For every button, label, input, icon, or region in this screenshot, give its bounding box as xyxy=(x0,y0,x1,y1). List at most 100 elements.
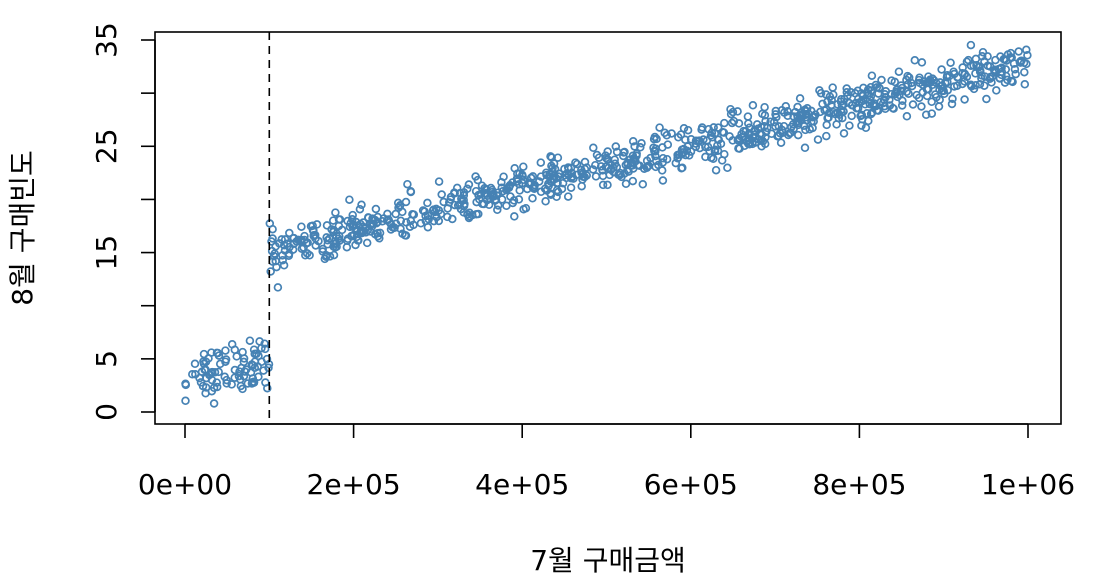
data-point xyxy=(982,94,991,104)
data-point xyxy=(917,58,927,67)
y-tick-label: 15 xyxy=(90,235,123,271)
data-point xyxy=(394,203,403,212)
data-point xyxy=(197,367,207,376)
data-point xyxy=(536,172,546,181)
data-point xyxy=(936,82,946,91)
data-point xyxy=(701,152,710,162)
data-point xyxy=(719,128,729,137)
y-tick-label: 35 xyxy=(90,22,123,58)
data-point xyxy=(280,235,290,244)
data-point xyxy=(250,349,259,359)
data-point xyxy=(250,357,260,366)
data-point xyxy=(450,200,460,210)
data-point xyxy=(779,121,789,131)
data-point xyxy=(263,383,272,393)
data-point xyxy=(717,156,727,165)
data-point xyxy=(934,102,944,111)
data-point xyxy=(813,135,823,144)
data-point xyxy=(560,164,569,174)
data-point xyxy=(201,357,211,366)
data-point xyxy=(815,86,824,95)
data-point xyxy=(345,195,354,204)
data-point xyxy=(542,186,551,195)
data-point xyxy=(621,179,631,189)
data-point xyxy=(966,40,976,50)
data-point xyxy=(1011,69,1020,79)
data-point xyxy=(889,104,898,113)
data-point xyxy=(972,61,981,70)
data-point xyxy=(528,183,538,193)
data-point xyxy=(776,138,786,147)
data-point xyxy=(857,110,867,120)
data-point xyxy=(887,76,896,85)
data-point xyxy=(1010,65,1020,74)
data-point xyxy=(803,104,812,113)
data-point xyxy=(227,380,236,389)
data-point xyxy=(353,236,363,245)
data-point xyxy=(536,158,546,167)
data-point xyxy=(255,337,264,346)
data-point xyxy=(420,207,429,216)
data-point xyxy=(674,133,683,142)
data-point xyxy=(534,177,544,186)
data-point xyxy=(322,221,332,230)
data-point xyxy=(658,143,667,152)
data-point xyxy=(329,250,339,260)
data-point xyxy=(230,373,239,382)
data-point xyxy=(239,357,249,367)
data-point xyxy=(221,355,231,364)
data-point xyxy=(437,190,446,199)
data-point xyxy=(1008,77,1017,87)
x-tick-label: 4e+05 xyxy=(475,468,569,501)
data-point xyxy=(337,225,347,235)
data-point xyxy=(592,150,602,160)
data-point xyxy=(222,375,231,385)
data-point xyxy=(836,105,846,115)
x-tick-label: 8e+05 xyxy=(812,468,906,501)
data-point xyxy=(898,96,907,106)
data-point xyxy=(931,90,940,99)
data-point xyxy=(857,115,867,124)
data-point xyxy=(351,240,360,250)
data-point xyxy=(271,242,280,251)
data-point xyxy=(691,139,701,148)
data-point xyxy=(946,58,955,67)
data-point xyxy=(992,86,1001,95)
data-point xyxy=(406,187,415,196)
data-point xyxy=(876,97,886,107)
data-point xyxy=(306,222,316,231)
data-point xyxy=(847,111,856,121)
data-point xyxy=(924,85,933,94)
data-point xyxy=(652,134,661,144)
data-point xyxy=(289,233,299,243)
data-point xyxy=(793,112,802,121)
data-point xyxy=(727,118,737,128)
data-point xyxy=(603,180,612,190)
data-point xyxy=(760,102,769,112)
data-point xyxy=(355,204,365,214)
data-point xyxy=(541,197,550,206)
data-point xyxy=(314,236,323,246)
data-point xyxy=(408,210,417,219)
y-tick-label: 5 xyxy=(90,350,123,368)
data-points xyxy=(181,40,1032,408)
data-point xyxy=(847,101,857,110)
data-point xyxy=(983,52,992,61)
data-point xyxy=(997,63,1006,72)
data-point xyxy=(990,67,1000,76)
data-point xyxy=(269,251,279,261)
data-point xyxy=(897,101,907,110)
x-tick-label: 1e+06 xyxy=(981,468,1075,501)
data-point xyxy=(619,151,628,161)
data-point xyxy=(363,213,373,222)
data-point xyxy=(443,204,452,213)
data-point xyxy=(642,163,652,173)
data-point xyxy=(737,133,747,142)
data-point xyxy=(493,205,502,215)
data-point xyxy=(948,94,957,104)
data-point xyxy=(684,151,694,160)
x-tick-label: 2e+05 xyxy=(307,468,401,501)
data-point xyxy=(953,72,963,82)
data-point xyxy=(540,184,550,194)
data-point xyxy=(209,399,219,408)
